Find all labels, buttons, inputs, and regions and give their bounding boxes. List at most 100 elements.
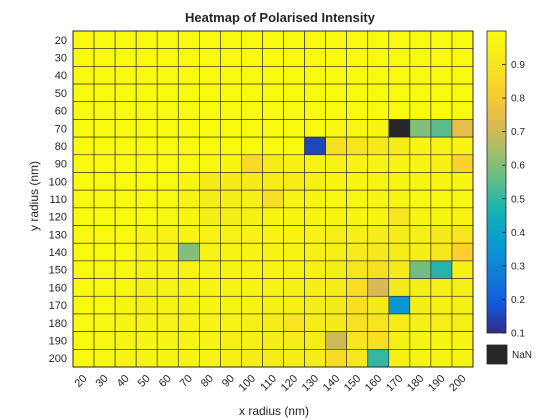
heatmap-cell	[283, 136, 305, 156]
colorbar-tick-label: 0.5	[511, 194, 525, 205]
heatmap-cell	[283, 349, 305, 368]
heatmap-cell	[241, 30, 263, 49]
x-tick-label: 50	[136, 373, 153, 390]
heatmap-cell	[135, 260, 158, 279]
heatmap-cell	[325, 295, 347, 315]
heatmap-cell	[220, 313, 242, 332]
heatmap-cell	[388, 136, 411, 156]
x-tick-label: 170	[384, 373, 405, 394]
heatmap-cell	[346, 119, 369, 138]
heatmap-cell	[220, 172, 242, 191]
heatmap-cell	[72, 207, 95, 226]
heatmap-cell	[409, 207, 432, 226]
heatmap-cell	[325, 207, 347, 226]
heatmap-cell	[262, 189, 284, 209]
heatmap-cell	[72, 295, 95, 315]
heatmap-cell	[388, 66, 411, 85]
heatmap-cell	[241, 331, 263, 350]
heatmap-cell	[430, 30, 453, 49]
heatmap-cell	[156, 48, 179, 67]
heatmap-cell	[177, 119, 200, 138]
heatmap-cell	[220, 225, 242, 244]
heatmap-cell	[283, 242, 305, 262]
heatmap-cell	[409, 66, 432, 85]
heatmap-cell	[135, 66, 158, 85]
heatmap-cell	[177, 278, 200, 297]
heatmap-cell	[199, 189, 221, 209]
y-tick-label: 80	[55, 141, 67, 153]
heatmap-cell	[220, 207, 242, 226]
heatmap-cell	[346, 172, 369, 191]
heatmap-cell	[304, 189, 326, 209]
heatmap-cell	[177, 225, 200, 244]
heatmap-cell	[430, 136, 453, 156]
heatmap-cell	[430, 260, 453, 279]
heatmap-cell	[93, 66, 116, 85]
heatmap-cell	[346, 295, 369, 315]
heatmap-cell	[409, 331, 432, 350]
heatmap-cell	[93, 172, 116, 191]
heatmap-cell	[177, 154, 200, 173]
heatmap-cell	[451, 207, 474, 226]
heatmap-cell	[325, 278, 347, 297]
heatmap-cell	[388, 83, 411, 103]
heatmap-cell	[367, 136, 390, 156]
heatmap-cell	[156, 349, 179, 368]
heatmap-cell	[262, 66, 284, 85]
heatmap-cell	[93, 207, 116, 226]
heatmap-cell	[388, 48, 411, 67]
heatmap-cell	[241, 172, 263, 191]
y-tick-label: 140	[49, 247, 67, 259]
heatmap-cell	[451, 101, 474, 120]
heatmap-cell	[409, 260, 432, 279]
heatmap-cell	[451, 260, 474, 279]
heatmap-cell	[241, 119, 263, 138]
heatmap-cell	[430, 83, 453, 103]
x-tick-label: 70	[178, 373, 195, 390]
heatmap-cell	[156, 136, 179, 156]
heatmap-cell	[135, 136, 158, 156]
heatmap-cells	[72, 30, 474, 368]
x-tick-label: 140	[321, 373, 342, 394]
heatmap-cell	[283, 154, 305, 173]
heatmap-cell	[220, 48, 242, 67]
heatmap-cell	[177, 313, 200, 332]
heatmap-cell	[304, 225, 326, 244]
heatmap-cell	[367, 119, 390, 138]
heatmap-cell	[346, 225, 369, 244]
heatmap-cell	[451, 154, 474, 173]
heatmap-cell	[199, 278, 221, 297]
heatmap-cell	[451, 278, 474, 297]
heatmap-cell	[135, 119, 158, 138]
heatmap-cell	[451, 189, 474, 209]
heatmap-cell	[367, 260, 390, 279]
heatmap-cell	[409, 189, 432, 209]
heatmap-cell	[367, 66, 390, 85]
heatmap-cell	[156, 278, 179, 297]
heatmap-cell	[346, 260, 369, 279]
y-tick-label: 160	[49, 282, 67, 294]
heatmap-cell	[283, 189, 305, 209]
heatmap-cell	[156, 295, 179, 315]
y-tick-label: 40	[55, 70, 67, 82]
y-tick-label: 50	[55, 88, 67, 100]
heatmap-cell	[283, 119, 305, 138]
heatmap-cell	[346, 101, 369, 120]
chart-title: Heatmap of Polarised Intensity	[185, 10, 376, 25]
colorbar-tick-label: 0.1	[511, 329, 525, 340]
heatmap-cell	[325, 154, 347, 173]
heatmap-cell	[72, 48, 95, 67]
y-tick-label: 100	[49, 176, 67, 188]
heatmap-cell	[72, 313, 95, 332]
heatmap-cell	[409, 83, 432, 103]
plot-frame	[72, 30, 474, 368]
heatmap-cell	[114, 278, 137, 297]
nan-legend: NaN	[486, 344, 532, 365]
heatmap-cell	[388, 313, 411, 332]
heatmap-cell	[72, 349, 95, 368]
heatmap-cell	[430, 331, 453, 350]
heatmap-cell	[325, 30, 347, 49]
heatmap-cell	[177, 172, 200, 191]
heatmap-cell	[72, 225, 95, 244]
